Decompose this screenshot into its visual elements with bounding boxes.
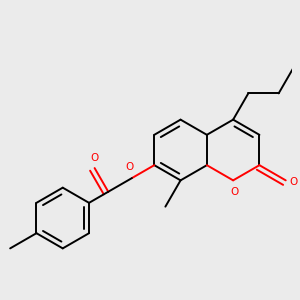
Text: O: O [125, 162, 133, 172]
Text: O: O [91, 153, 99, 163]
Text: O: O [289, 177, 297, 187]
Text: O: O [230, 187, 238, 197]
